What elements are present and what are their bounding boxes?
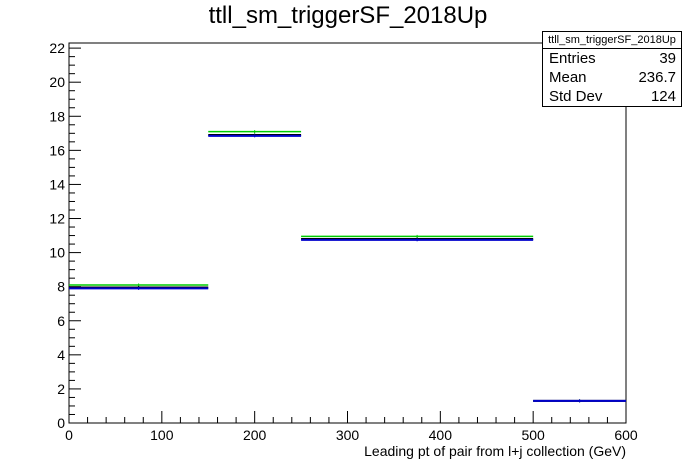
x-tick-label: 100 bbox=[150, 427, 174, 443]
stats-value: 39 bbox=[659, 50, 676, 67]
x-tick-label: 400 bbox=[429, 427, 453, 443]
x-tick-label: 200 bbox=[243, 427, 267, 443]
x-axis-label: Leading pt of pair from l+j collection (… bbox=[364, 443, 626, 459]
y-tick-label: 2 bbox=[57, 381, 65, 397]
y-tick-label: 18 bbox=[49, 108, 65, 124]
y-tick-label: 20 bbox=[49, 74, 65, 90]
x-tick-label: 300 bbox=[336, 427, 360, 443]
y-tick-label: 22 bbox=[49, 40, 65, 56]
y-tick-label: 16 bbox=[49, 142, 65, 158]
chart-title: ttll_sm_triggerSF_2018Up bbox=[208, 2, 488, 29]
stats-value: 124 bbox=[650, 88, 676, 105]
stats-row-entries: Entries 39 bbox=[543, 49, 681, 68]
y-tick-label: 10 bbox=[49, 245, 65, 261]
stats-box-title: ttll_sm_triggerSF_2018Up bbox=[543, 32, 681, 49]
stats-label: Mean bbox=[549, 69, 587, 86]
x-tick-label: 500 bbox=[521, 427, 545, 443]
y-tick-label: 12 bbox=[49, 211, 65, 227]
stats-label: Entries bbox=[549, 50, 596, 67]
y-tick-label: 14 bbox=[49, 176, 65, 192]
stats-row-stddev: Std Dev 124 bbox=[543, 87, 681, 106]
stats-row-mean: Mean 236.7 bbox=[543, 68, 681, 87]
y-tick-label: 8 bbox=[57, 279, 65, 295]
stats-box: ttll_sm_triggerSF_2018Up Entries 39 Mean… bbox=[542, 31, 682, 107]
x-tick-label: 600 bbox=[614, 427, 638, 443]
y-tick-label: 6 bbox=[57, 313, 65, 329]
x-tick-label: 0 bbox=[65, 427, 73, 443]
stats-label: Std Dev bbox=[549, 88, 603, 105]
y-tick-label: 0 bbox=[57, 415, 65, 431]
y-tick-label: 4 bbox=[57, 347, 65, 363]
stats-value: 236.7 bbox=[638, 69, 676, 86]
